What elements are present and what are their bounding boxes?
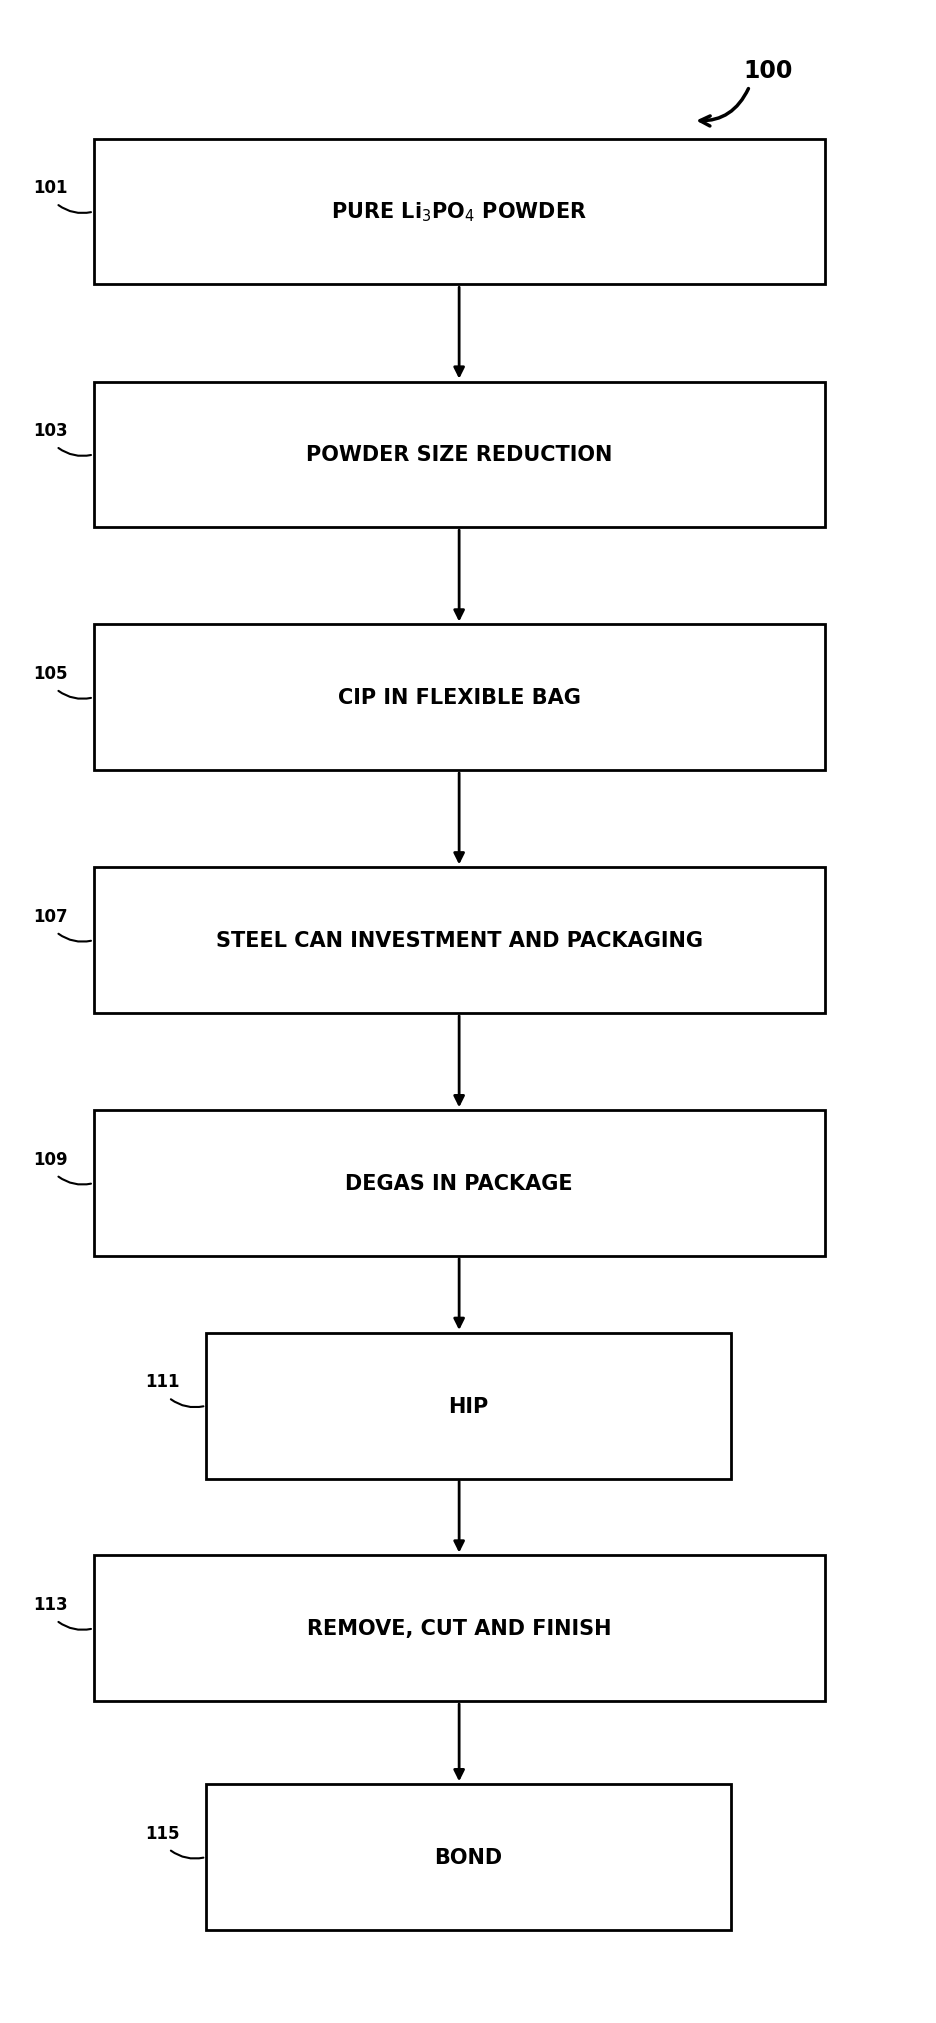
Text: POWDER SIZE REDUCTION: POWDER SIZE REDUCTION: [306, 445, 611, 465]
Bar: [94, 382, 824, 528]
Text: BOND: BOND: [434, 1847, 502, 1867]
Text: 101: 101: [33, 180, 67, 196]
Text: REMOVE, CUT AND FINISH: REMOVE, CUT AND FINISH: [307, 1618, 610, 1639]
Text: DEGAS IN PACKAGE: DEGAS IN PACKAGE: [345, 1173, 572, 1194]
Text: 115: 115: [145, 1825, 180, 1841]
Text: 113: 113: [33, 1596, 67, 1612]
Bar: [206, 1333, 730, 1479]
Bar: [94, 625, 824, 771]
Bar: [94, 1111, 824, 1256]
Bar: [206, 1784, 730, 1930]
Bar: [94, 1556, 824, 1701]
Bar: [94, 868, 824, 1014]
Bar: [94, 140, 824, 285]
Text: 109: 109: [33, 1151, 67, 1167]
Text: 107: 107: [33, 908, 67, 925]
Text: 111: 111: [145, 1374, 180, 1390]
Text: 103: 103: [33, 423, 67, 439]
Text: 105: 105: [33, 666, 67, 682]
Text: STEEL CAN INVESTMENT AND PACKAGING: STEEL CAN INVESTMENT AND PACKAGING: [215, 931, 702, 951]
Text: 100: 100: [743, 59, 792, 83]
Text: PURE Li$_3$PO$_4$ POWDER: PURE Li$_3$PO$_4$ POWDER: [330, 200, 587, 225]
Text: HIP: HIP: [448, 1396, 488, 1416]
Text: CIP IN FLEXIBLE BAG: CIP IN FLEXIBLE BAG: [337, 688, 580, 708]
